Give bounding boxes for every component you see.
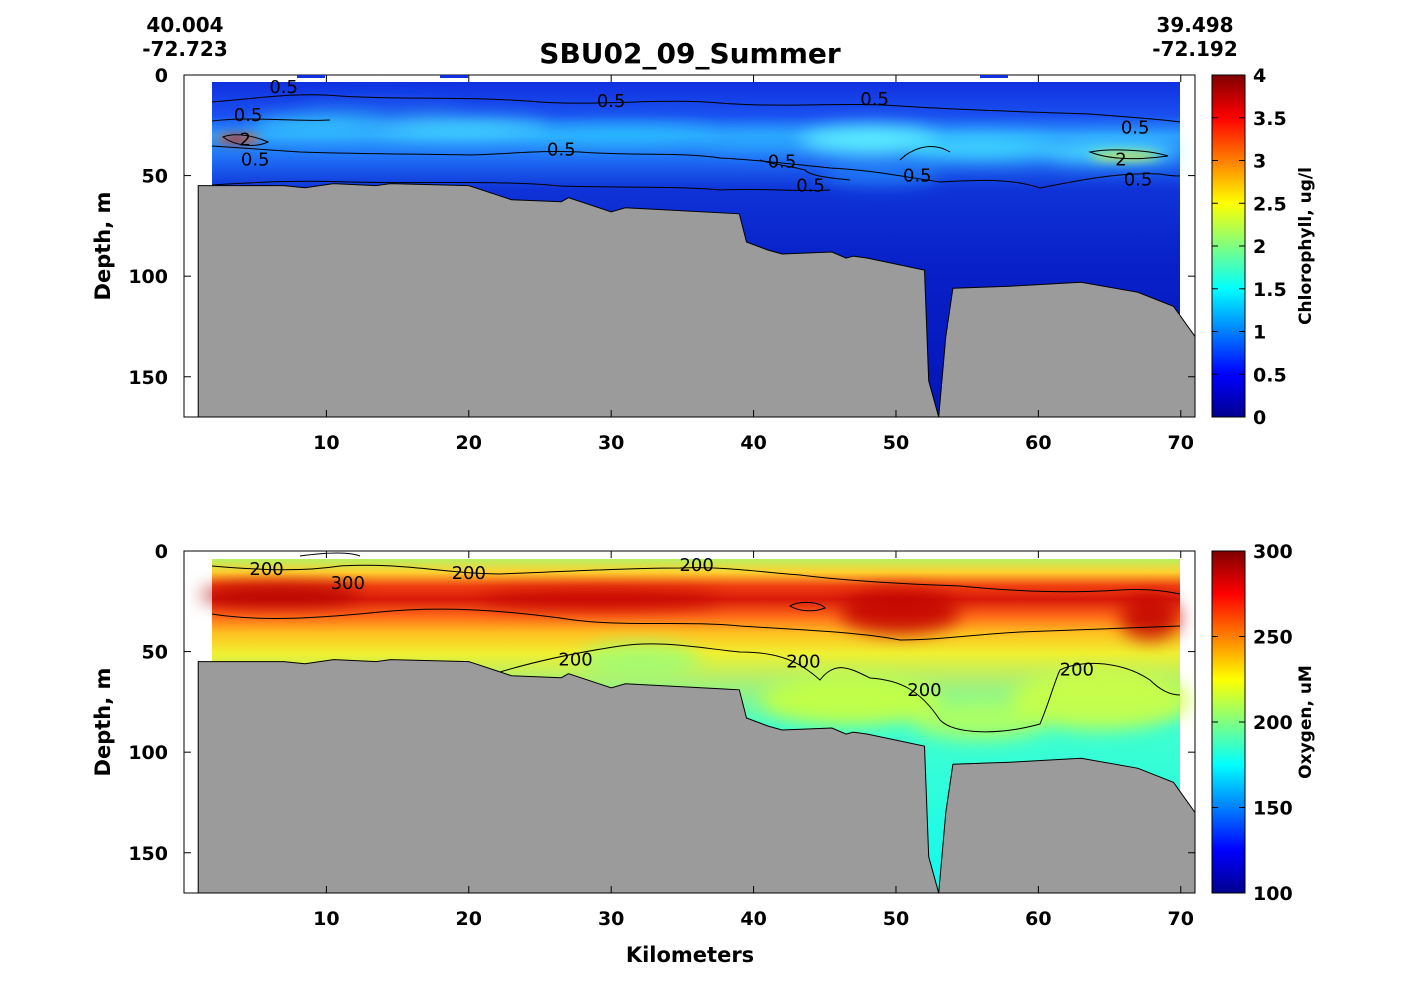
contour-label: 0.5 (903, 166, 932, 187)
contour-label: 200 (1060, 660, 1094, 681)
contour-label: 0.5 (768, 152, 797, 173)
y-tick-label: 50 (142, 166, 168, 188)
colorbar-tick-label: 300 (1253, 541, 1293, 563)
x-axis: 10 20 30 40 50 60 70 (313, 551, 1194, 930)
contour-label: 2 (1115, 149, 1126, 170)
contour-label: 200 (679, 555, 713, 576)
y-tick-label: 0 (155, 65, 168, 87)
seafloor (197, 183, 1195, 417)
contour-label: 2 (240, 129, 251, 150)
contour-label: 0.5 (860, 89, 889, 110)
contour-label: 0.5 (234, 105, 263, 126)
colorbar-tick-label: 100 (1253, 883, 1293, 905)
colorbar-tick-label: 250 (1253, 627, 1293, 649)
y-tick-label: 150 (128, 367, 168, 389)
x-axis-label: Kilometers (626, 943, 754, 967)
chlorophyll-colorbar: 0 0.5 1 1.5 2 2.5 3 3.5 4 Chlorophyll, ug/l (1211, 65, 1316, 429)
x-tick-label: 10 (313, 432, 339, 454)
end-longitude: -72.192 (1152, 37, 1238, 61)
contour-label: 0.5 (547, 139, 576, 160)
colorbar-tick-label: 2 (1253, 236, 1266, 258)
y-tick-label: 100 (128, 742, 168, 764)
end-coordinates: 39.498 -72.192 (1140, 13, 1250, 61)
x-tick-label: 50 (883, 908, 909, 930)
y-tick-label: 50 (142, 642, 168, 664)
end-latitude: 39.498 (1156, 13, 1234, 37)
contour-label: 200 (249, 559, 283, 580)
chlorophyll-panel: 0.50.5 0.50.50.520.5 0.50.50.5 0.520.5 10 20… (91, 37, 1316, 454)
start-latitude: 40.004 (146, 13, 224, 37)
contour-label: 0.5 (1124, 170, 1153, 191)
y-axis: 0 50 100 150 (128, 541, 1195, 865)
colorbar-tick-label: 200 (1253, 712, 1293, 734)
y-tick-label: 0 (155, 541, 168, 563)
x-tick-label: 60 (1025, 908, 1051, 930)
colorbar-tick-label: 1.5 (1253, 279, 1287, 301)
colorbar-tick-label: 4 (1253, 65, 1266, 87)
seafloor (197, 659, 1195, 893)
start-coordinates: 40.004 -72.723 (130, 13, 240, 61)
x-tick-label: 20 (456, 432, 482, 454)
colorbar-tick-label: 2.5 (1253, 193, 1287, 215)
chlorophyll-contours (211, 94, 1181, 192)
contour-label: 0.5 (597, 91, 626, 112)
colorbar-label: Oxygen, uM (1296, 665, 1316, 779)
colorbar-tick-label: 150 (1253, 798, 1293, 820)
x-tick-label: 50 (883, 432, 909, 454)
x-tick-label: 20 (456, 908, 482, 930)
x-tick-label: 70 (1168, 908, 1194, 930)
oxygen-contours (211, 552, 1181, 733)
x-tick-label: 30 (598, 908, 624, 930)
x-tick-label: 60 (1025, 432, 1051, 454)
y-axis: 0 50 100 150 (128, 65, 1195, 389)
x-tick-label: 40 (740, 908, 766, 930)
contour-label: 200 (786, 652, 820, 673)
contour-label: 0.5 (241, 149, 270, 170)
colorbar-tick-label: 1 (1253, 322, 1266, 344)
x-axis: 10 20 30 40 50 60 70 (313, 75, 1194, 454)
contour-label: 200 (907, 680, 941, 701)
contour-label: 300 (331, 573, 365, 594)
contour-label: 0.5 (269, 77, 298, 98)
y-axis-label: Depth, m (91, 192, 115, 301)
x-tick-label: 30 (598, 432, 624, 454)
contour-label: 200 (452, 563, 486, 584)
y-axis-label: Depth, m (91, 668, 115, 777)
colorbar-label: Chlorophyll, ug/l (1296, 167, 1316, 325)
colorbar-tick-label: 0 (1253, 407, 1266, 429)
colorbar-tick-label: 3.5 (1253, 108, 1287, 130)
chart-title: SBU02_09_Summer (539, 37, 841, 70)
contour-label: 200 (558, 650, 592, 671)
colorbar-tick-label: 0.5 (1253, 364, 1287, 386)
x-tick-label: 10 (313, 908, 339, 930)
y-tick-label: 150 (128, 843, 168, 865)
contour-label: 0.5 (796, 176, 825, 197)
x-tick-label: 70 (1168, 432, 1194, 454)
colorbar-tick-label: 3 (1253, 151, 1266, 173)
contour-label: 0.5 (1121, 117, 1150, 138)
x-tick-label: 40 (740, 432, 766, 454)
y-tick-label: 100 (128, 266, 168, 288)
oxygen-colorbar: 100 150 200 250 300 Oxygen, uM (1211, 541, 1316, 905)
start-longitude: -72.723 (142, 37, 228, 61)
